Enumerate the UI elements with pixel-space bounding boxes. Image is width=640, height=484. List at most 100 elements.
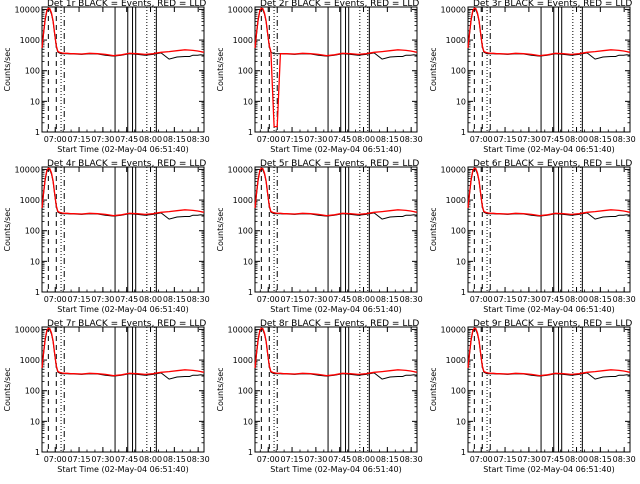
x-tick-label: 08:00: [565, 295, 588, 304]
y-tick-label: 10000: [441, 5, 466, 14]
panel-det-9: Det 9r BLACK = Events, RED = LLD 1 10 100 10…: [429, 319, 636, 474]
y-tick-label: 1000: [446, 36, 466, 45]
x-tick-label: 08:30: [613, 295, 636, 304]
x-tick-label: 07:00: [470, 295, 493, 304]
series-line-events: [41, 328, 205, 380]
y-tick-label: 10: [30, 97, 40, 106]
x-tick-label: 07:15: [68, 455, 91, 464]
y-tick-label: 1000: [446, 356, 466, 365]
series-line-lld: [254, 7, 418, 128]
x-tick-label: 07:00: [44, 455, 67, 464]
x-axis-title: Start Time (02-May-04 06:51:40): [483, 465, 614, 474]
x-tick-label: 08:00: [139, 295, 162, 304]
y-tick-label: 1000: [233, 36, 253, 45]
series-line-events: [467, 8, 631, 60]
y-axis-title: Counts/sec: [429, 367, 438, 411]
x-tick-label: 08:15: [163, 135, 186, 144]
x-tick-label: 07:45: [328, 295, 351, 304]
panel-title: Det 1r BLACK = Events, RED = LLD: [47, 0, 206, 9]
x-tick-label: 08:15: [163, 455, 186, 464]
x-tick-label: 08:15: [589, 295, 612, 304]
x-tick-label: 07:15: [68, 295, 91, 304]
x-axis-title: Start Time (02-May-04 06:51:40): [57, 145, 188, 154]
panel-title: Det 2r BLACK = Events, RED = LLD: [260, 0, 419, 9]
y-tick-label: 1000: [233, 356, 253, 365]
panel-title: Det 3r BLACK = Events, RED = LLD: [473, 0, 632, 9]
x-tick-label: 07:30: [91, 135, 114, 144]
x-axis-title: Start Time (02-May-04 06:51:40): [270, 305, 401, 314]
y-tick-label: 10: [243, 97, 253, 106]
x-tick-label: 07:45: [328, 135, 351, 144]
x-tick-label: 07:45: [541, 295, 564, 304]
y-tick-label: 10: [243, 417, 253, 426]
x-tick-label: 07:15: [494, 455, 517, 464]
series-line-events: [254, 8, 418, 60]
y-axis-title: Counts/sec: [216, 207, 225, 251]
y-tick-label: 1000: [20, 196, 40, 205]
y-tick-label: 100: [25, 227, 40, 236]
x-tick-label: 08:15: [589, 455, 612, 464]
x-tick-label: 08:30: [187, 135, 210, 144]
series-line-lld: [467, 167, 631, 217]
x-tick-label: 08:30: [400, 135, 423, 144]
y-tick-label: 10000: [228, 325, 253, 334]
x-tick-label: 08:00: [352, 295, 375, 304]
y-tick-label: 100: [451, 227, 466, 236]
y-tick-label: 10: [456, 257, 466, 266]
y-tick-label: 100: [238, 387, 253, 396]
x-tick-label: 08:15: [376, 135, 399, 144]
x-tick-label: 07:30: [517, 455, 540, 464]
panel-det-2: Det 2r BLACK = Events, RED = LLD 1 10 100 10…: [216, 0, 423, 154]
x-tick-label: 07:45: [115, 295, 138, 304]
series-line-lld: [467, 327, 631, 377]
plot-frame: [41, 166, 205, 293]
x-tick-label: 07:00: [257, 295, 280, 304]
x-tick-label: 07:45: [541, 135, 564, 144]
y-tick-label: 1: [35, 128, 40, 137]
plot-frame: [467, 326, 631, 453]
x-tick-label: 07:30: [304, 135, 327, 144]
series-line-lld: [467, 7, 631, 57]
y-tick-label: 100: [238, 67, 253, 76]
x-axis-title: Start Time (02-May-04 06:51:40): [57, 465, 188, 474]
x-tick-label: 07:45: [115, 455, 138, 464]
x-tick-label: 08:15: [163, 295, 186, 304]
y-tick-label: 100: [451, 387, 466, 396]
plot-frame: [254, 326, 418, 453]
y-tick-label: 10: [30, 417, 40, 426]
x-tick-label: 07:15: [281, 135, 304, 144]
x-tick-label: 07:45: [328, 455, 351, 464]
y-tick-label: 1: [461, 128, 466, 137]
series-line-lld: [41, 167, 205, 217]
y-tick-label: 100: [238, 227, 253, 236]
y-tick-label: 10000: [441, 325, 466, 334]
x-tick-label: 07:30: [91, 295, 114, 304]
panel-det-1: Det 1r BLACK = Events, RED = LLD 1 10 100 10…: [3, 0, 210, 154]
x-tick-label: 08:00: [139, 135, 162, 144]
panel-title: Det 4r BLACK = Events, RED = LLD: [47, 159, 206, 169]
panel-det-8: Det 8r BLACK = Events, RED = LLD 1 10 100 10…: [216, 319, 423, 474]
y-tick-label: 10000: [228, 165, 253, 174]
series-line-events: [41, 8, 205, 60]
series-line-lld: [254, 167, 418, 217]
x-axis-title: Start Time (02-May-04 06:51:40): [270, 465, 401, 474]
x-tick-label: 08:00: [352, 455, 375, 464]
y-tick-label: 1: [461, 448, 466, 457]
x-tick-label: 08:00: [139, 455, 162, 464]
x-tick-label: 07:45: [541, 455, 564, 464]
y-tick-label: 100: [451, 67, 466, 76]
y-tick-label: 1000: [446, 196, 466, 205]
x-tick-label: 07:15: [281, 455, 304, 464]
x-tick-label: 07:30: [517, 135, 540, 144]
x-tick-label: 08:15: [376, 295, 399, 304]
panel-title: Det 7r BLACK = Events, RED = LLD: [47, 319, 206, 329]
x-tick-label: 08:15: [589, 135, 612, 144]
y-tick-label: 100: [25, 67, 40, 76]
y-tick-label: 10000: [228, 5, 253, 14]
y-tick-label: 1: [35, 448, 40, 457]
panel-det-7: Det 7r BLACK = Events, RED = LLD 1 10 100 10…: [3, 319, 210, 474]
y-tick-label: 1: [35, 288, 40, 297]
series-line-events: [41, 168, 205, 220]
x-tick-label: 08:00: [565, 135, 588, 144]
